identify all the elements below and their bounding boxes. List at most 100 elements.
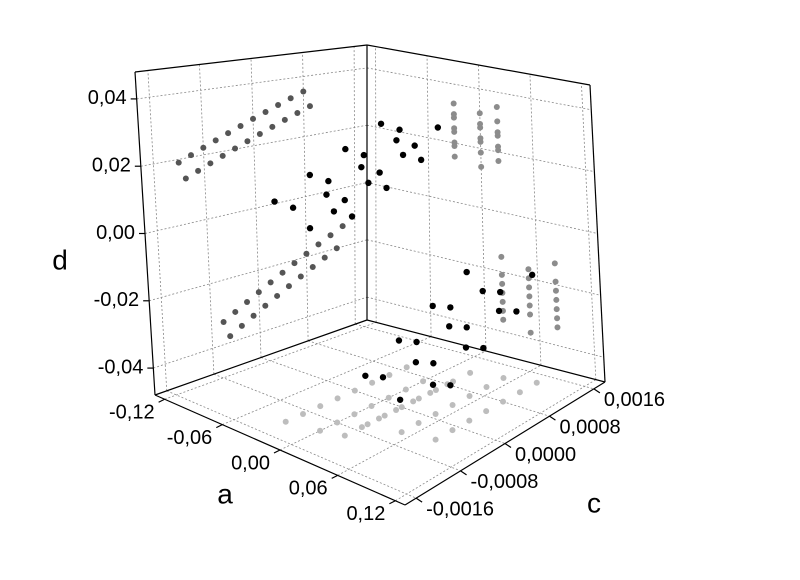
wall-projection-point — [219, 152, 226, 159]
scatter-point — [341, 196, 348, 204]
z-axis-title: d — [52, 244, 68, 275]
wall-projection-point — [238, 322, 245, 329]
floor-projection-point — [483, 383, 490, 390]
tick-mark — [504, 443, 512, 448]
grid-line — [144, 182, 368, 234]
wall-projection-point — [477, 135, 484, 142]
scatter-point — [396, 126, 403, 133]
scatter-point — [447, 382, 454, 389]
z-tick-label: -0,04 — [98, 356, 144, 378]
scatter-point — [447, 304, 454, 311]
x-tick-label: 0,00 — [231, 452, 270, 474]
x-axis-title: a — [217, 478, 233, 509]
wall-projection-point — [527, 329, 534, 336]
wall-projection-point — [309, 264, 316, 270]
z-tick-label: 0,00 — [96, 222, 135, 244]
scatter-point — [393, 137, 400, 144]
wall-projection-point — [451, 153, 458, 160]
floor-projection-point — [432, 411, 439, 418]
floor-projection-point — [415, 420, 422, 427]
wall-projection-point — [275, 102, 282, 109]
wall-projection-point — [494, 129, 501, 136]
wall-projection-point — [250, 115, 257, 122]
scatter-point — [342, 145, 349, 153]
wall-projection-point — [227, 333, 234, 340]
floor-projection-point — [300, 410, 306, 417]
wall-projection-point — [339, 223, 346, 230]
scatter-point — [463, 268, 470, 276]
wall-projection-point — [303, 250, 310, 257]
wall-projection-point — [267, 279, 274, 286]
wall-projection-point — [220, 319, 227, 326]
tick-mark — [273, 449, 281, 454]
floor-projection-point — [368, 403, 375, 409]
wall-projection-point — [306, 103, 313, 110]
grid-line — [426, 55, 432, 337]
floor-projection-point — [369, 379, 376, 386]
wall-projection-point — [269, 123, 276, 130]
scatter-point — [462, 344, 470, 351]
tick-mark — [216, 424, 223, 429]
wall-projection-point — [450, 111, 457, 118]
floor-projection-point — [375, 415, 382, 422]
scatter-point — [365, 179, 372, 187]
wall-projection-point — [494, 118, 501, 125]
floor-projection-point — [386, 372, 393, 378]
wall-projection-point — [291, 260, 298, 267]
grid-line — [260, 357, 506, 444]
floor-projection-point — [500, 374, 507, 381]
x-tick-label: -0,06 — [167, 427, 213, 449]
grid-line — [366, 182, 598, 234]
wall-projection-point — [451, 125, 458, 132]
scatter-point — [271, 198, 278, 205]
wall-projection-point — [279, 269, 286, 276]
floor-projection-point — [381, 412, 388, 419]
scatter-point — [376, 169, 383, 176]
z-tick-label: -0,02 — [94, 289, 140, 311]
wall-projection-point — [274, 292, 281, 299]
floor-projection-point — [449, 427, 456, 434]
floor-projection-point — [427, 389, 434, 396]
box-edge — [134, 44, 368, 73]
wall-projection-point — [476, 110, 483, 117]
scatter-point — [362, 372, 369, 379]
wall-projection-point — [495, 157, 502, 164]
wall-projection-point — [255, 289, 262, 296]
grid-line — [366, 296, 604, 358]
tick-mark — [593, 388, 601, 394]
wall-projection-point — [552, 287, 559, 294]
y-tick-label: -0,0008 — [471, 471, 539, 493]
floor-projection-point — [467, 369, 474, 376]
wall-projection-point — [327, 232, 334, 239]
wall-projection-point — [187, 152, 194, 159]
wall-projection-point — [200, 144, 207, 151]
scatter-point — [306, 225, 314, 232]
wall-projection-point — [232, 308, 239, 315]
floor-projection-point — [398, 404, 405, 411]
grid-line — [140, 124, 368, 167]
grid-line — [199, 64, 215, 375]
wall-projection-point — [495, 143, 502, 150]
wall-projection-point — [493, 104, 500, 111]
grid-line — [222, 336, 432, 425]
wall-projection-point — [237, 122, 244, 129]
wall-projection-point — [551, 260, 558, 267]
wall-projection-point — [256, 131, 263, 138]
wall-projection-point — [525, 266, 532, 273]
scatter-point — [434, 124, 442, 131]
wall-projection-point — [212, 137, 219, 144]
wall-projection-point — [315, 241, 322, 248]
y-axis-title: c — [587, 487, 601, 518]
scatter-point — [513, 308, 520, 315]
wall-projection-point — [287, 95, 294, 102]
wall-projection-point — [498, 271, 505, 278]
tick-mark — [415, 497, 423, 503]
wall-projection-point — [554, 315, 561, 322]
wall-projection-point — [500, 316, 507, 323]
floor-projection-point — [432, 387, 439, 393]
scatter-point — [417, 156, 425, 164]
y-tick-label: 0,0008 — [559, 416, 620, 438]
grid-line — [153, 296, 368, 369]
wall-projection-point — [195, 167, 202, 174]
scatter-point — [383, 184, 390, 192]
